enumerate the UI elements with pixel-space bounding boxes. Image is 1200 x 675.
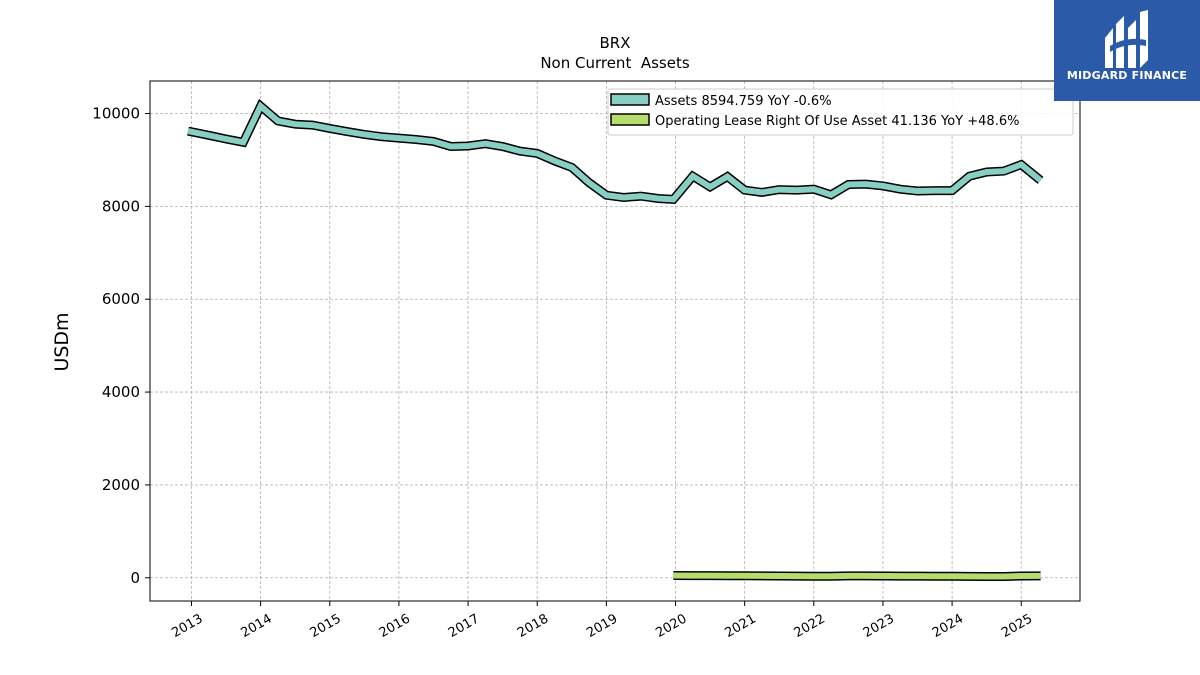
legend-box bbox=[607, 88, 1074, 136]
x-tick-label: 2016 bbox=[377, 611, 413, 641]
series-group bbox=[187, 98, 1044, 581]
x-tick-label: 2021 bbox=[722, 611, 758, 641]
plot-frame bbox=[149, 80, 1081, 602]
x-tick-label: 2018 bbox=[515, 611, 551, 641]
chart-subtitle: Non Current Assets bbox=[540, 54, 690, 72]
brand-logo: MIDGARD FINANCE bbox=[1054, 0, 1200, 101]
y-tick-label: 0 bbox=[130, 569, 140, 587]
grid bbox=[150, 81, 1080, 601]
x-tick-label: 2024 bbox=[930, 611, 966, 641]
x-tick-label: 2020 bbox=[653, 611, 689, 641]
legend-label: Operating Lease Right Of Use Asset 41.13… bbox=[655, 114, 1019, 129]
chart-title: BRX bbox=[600, 34, 631, 52]
x-tick-label: 2023 bbox=[861, 611, 897, 641]
x-tick-label: 2013 bbox=[169, 611, 205, 641]
x-tick-label: 2015 bbox=[308, 611, 344, 641]
legend: Assets 8594.759 YoY -0.6% Operating Lease… bbox=[607, 88, 1074, 136]
y-tick-label: 10000 bbox=[92, 105, 140, 123]
x-tick-label: 2025 bbox=[999, 611, 1035, 641]
axes: 2013 2014 2015 2016 2017 2018 2019 2020 2021 2022… bbox=[92, 80, 1081, 641]
series-line-assets bbox=[187, 101, 1043, 203]
x-tick-label: 2019 bbox=[584, 611, 620, 641]
y-tick-label: 4000 bbox=[102, 383, 140, 401]
y-tick-label: 2000 bbox=[102, 476, 140, 494]
midgard-logo-icon bbox=[1105, 10, 1148, 68]
legend-swatch bbox=[610, 113, 650, 126]
x-tick-label: 2017 bbox=[446, 611, 482, 641]
x-tick-label: 2022 bbox=[792, 611, 828, 641]
y-tick-label: 8000 bbox=[102, 197, 140, 215]
legend-swatch bbox=[610, 93, 650, 106]
brand-name: MIDGARD FINANCE bbox=[1066, 69, 1188, 82]
y-tick-label: 6000 bbox=[102, 290, 140, 308]
y-axis-label: USDm bbox=[51, 312, 73, 371]
x-tick-label: 2014 bbox=[238, 611, 274, 641]
series-line-operating-lease-right-of-use-asset bbox=[673, 572, 1041, 580]
legend-label: Assets 8594.759 YoY -0.6% bbox=[655, 94, 832, 109]
